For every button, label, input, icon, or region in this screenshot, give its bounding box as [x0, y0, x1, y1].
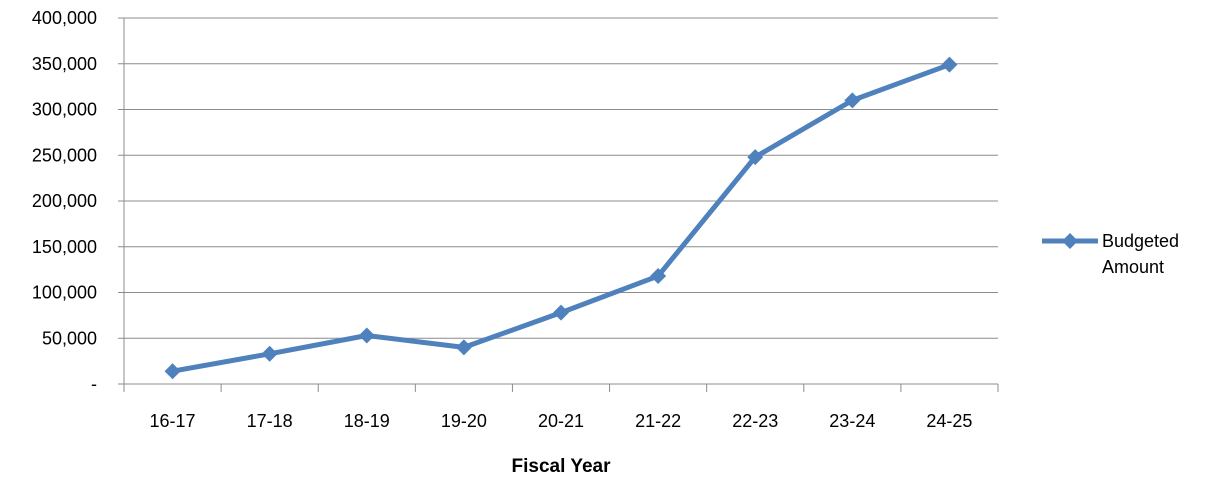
x-tick-label: 22-23: [732, 411, 778, 431]
x-tick-label: 23-24: [829, 411, 875, 431]
x-tick-label: 21-22: [635, 411, 681, 431]
y-tick-label: 200,000: [32, 191, 97, 211]
legend-marker: [1062, 233, 1078, 249]
data-point-marker: [650, 268, 667, 285]
data-point-marker: [261, 345, 278, 362]
data-point-marker: [455, 339, 472, 356]
gridlines: [124, 17, 998, 339]
y-tick-label: 350,000: [32, 54, 97, 74]
series-group: [164, 56, 958, 380]
data-point-marker: [941, 56, 958, 73]
y-tick-label: -: [91, 374, 97, 394]
y-axis-tick-labels: - 50,000 100,000 150,000 200,000 250,000 300,0…: [32, 8, 97, 394]
legend-label: Budgeted: [1102, 231, 1179, 251]
y-tick-label: 400,000: [32, 8, 97, 28]
y-tick-label: 150,000: [32, 237, 97, 257]
x-tick-label: 18-19: [344, 411, 390, 431]
data-point-marker: [747, 149, 764, 166]
x-tick-label: 19-20: [441, 411, 487, 431]
legend-label: Amount: [1102, 257, 1164, 277]
y-tick-label: 50,000: [42, 328, 97, 348]
data-point-marker: [164, 363, 181, 380]
data-point-marker: [358, 327, 375, 344]
data-point-marker: [844, 92, 861, 109]
x-tick-label: 20-21: [538, 411, 584, 431]
x-axis-tick-labels: 16-17 17-18 18-19 19-20 20-21 21-22 22-23 23-24…: [150, 411, 973, 431]
axes: [118, 17, 999, 392]
data-point-marker: [553, 304, 569, 321]
x-tick-label: 16-17: [150, 411, 196, 431]
y-tick-label: 250,000: [32, 145, 97, 165]
x-tick-label: 17-18: [247, 411, 293, 431]
y-tick-label: 100,000: [32, 283, 97, 303]
x-tick-label: 24-25: [926, 411, 972, 431]
y-tick-label: 300,000: [32, 100, 97, 120]
x-axis-title: Fiscal Year: [512, 456, 612, 477]
legend: Budgeted Amount: [1042, 231, 1179, 277]
series-line: [170, 62, 952, 374]
